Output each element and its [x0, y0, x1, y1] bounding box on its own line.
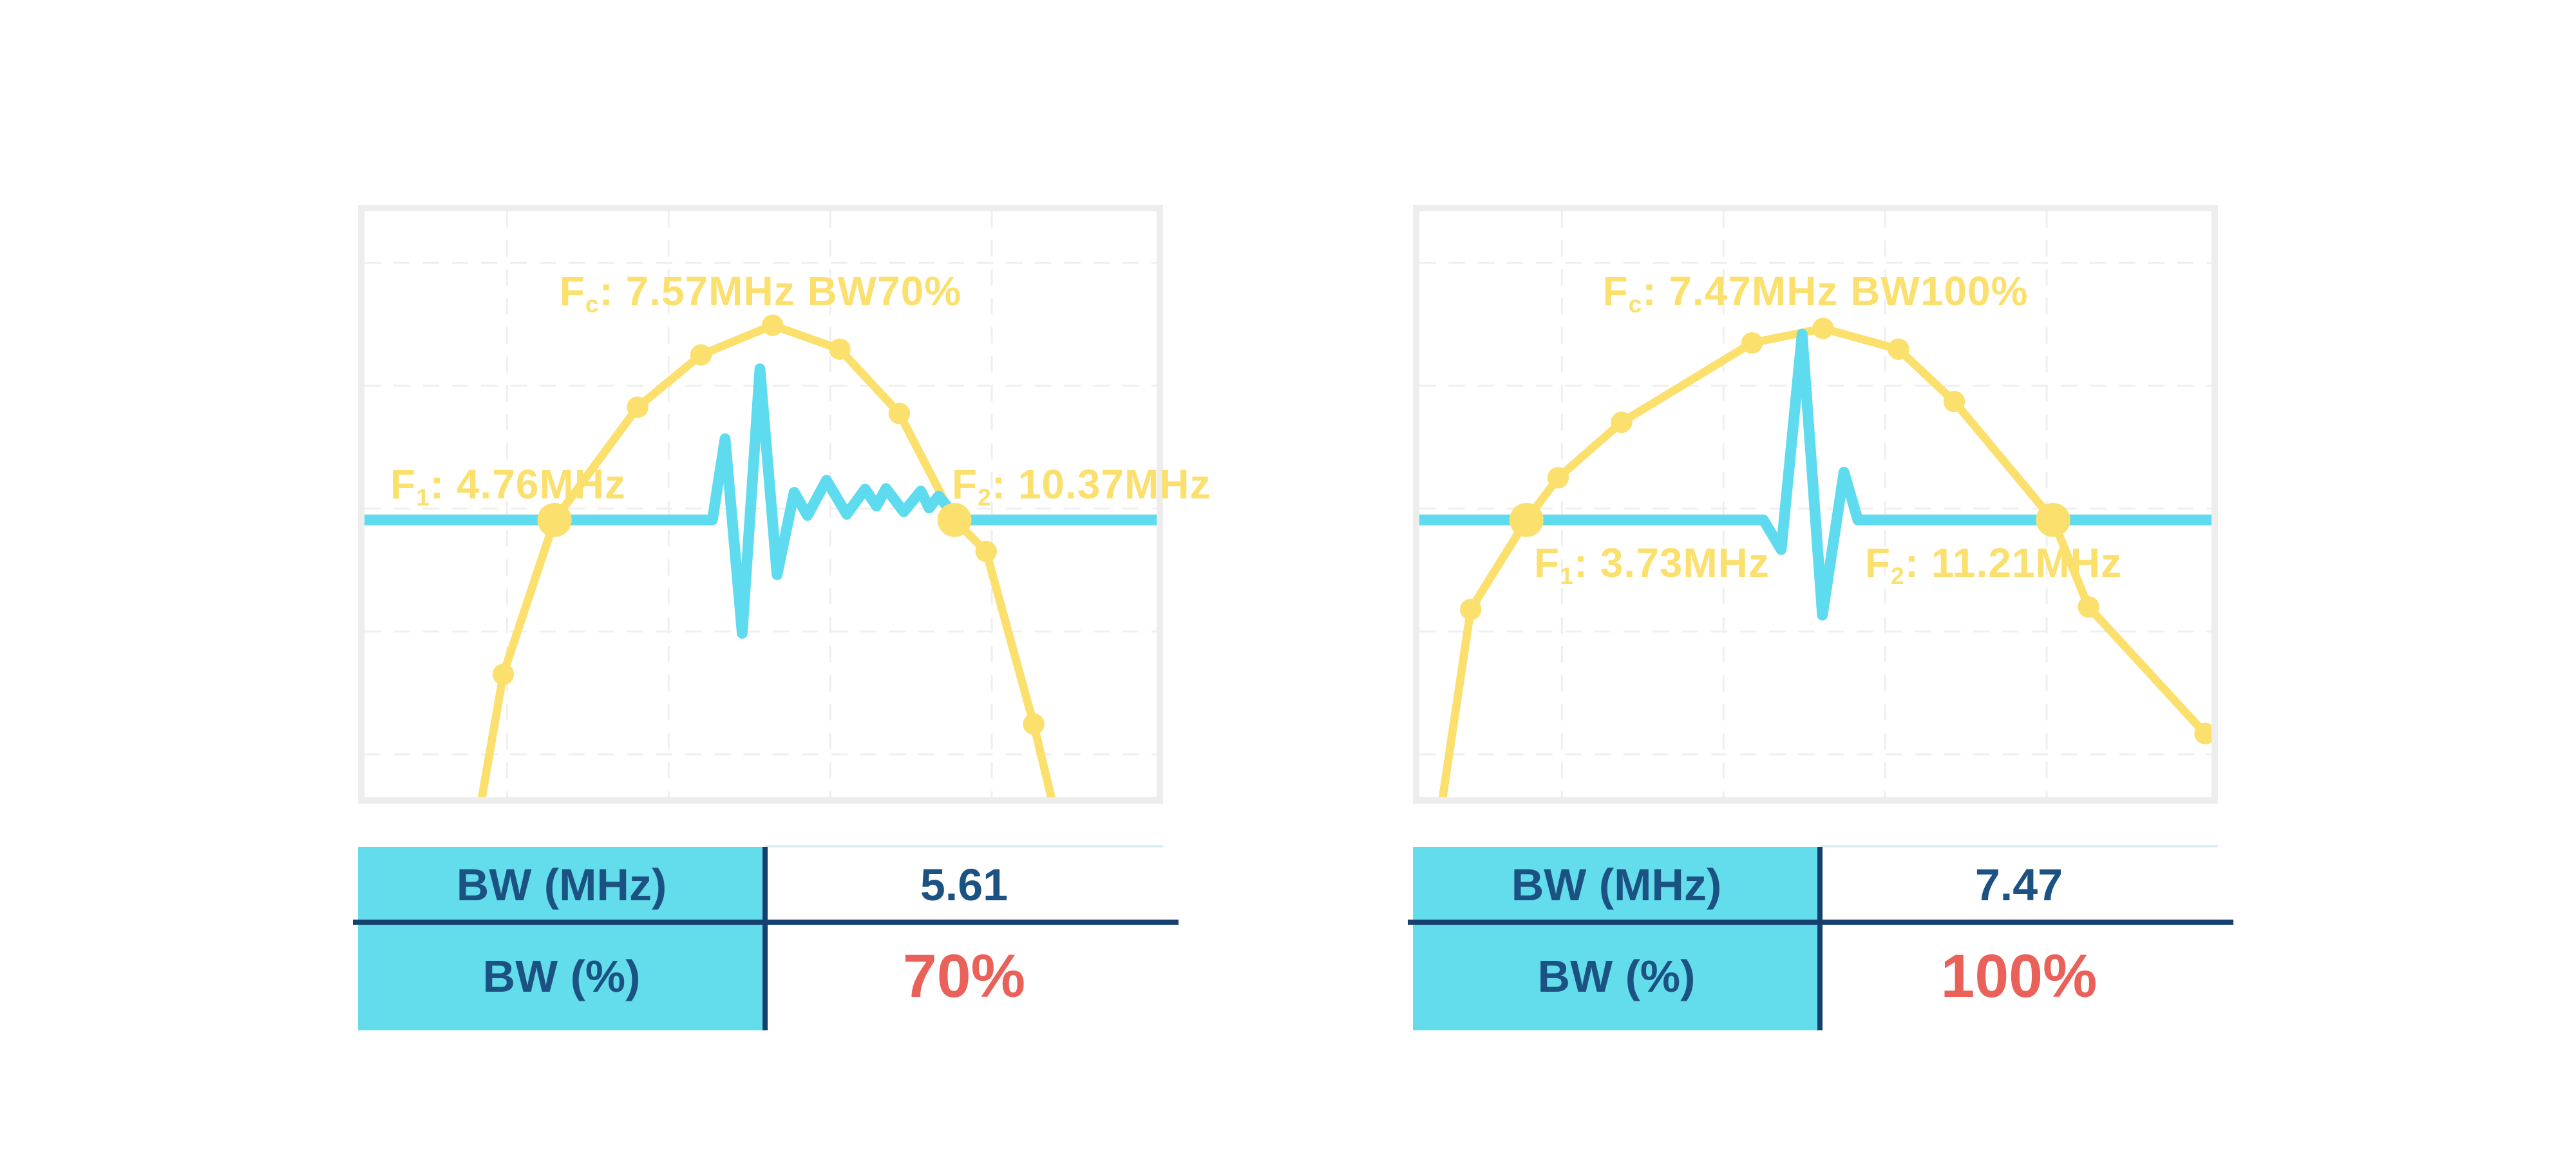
- f2-symbol: F: [952, 461, 978, 507]
- cutoff-frequency-point: [1509, 503, 1544, 537]
- table-column-divider: [1817, 847, 1823, 1030]
- cutoff-frequency-point: [2036, 503, 2070, 537]
- bw-table-bw70: BW (MHz) 5.61 BW (%) 70%: [353, 845, 1179, 1030]
- spectrum-chart-bw70: Fc: 7.57MHz BW70% F1: 4.76MHz F2: 10.37M…: [358, 205, 1211, 804]
- bw-mhz-label-cell: BW (MHz): [358, 847, 765, 922]
- spectrum-point: [1023, 713, 1045, 735]
- fc-subscript: c: [585, 290, 600, 318]
- bw-percent-label-cell: BW (%): [1413, 922, 1820, 1030]
- bw-percent-value-cell: 70%: [902, 941, 1026, 1010]
- f2-subscript: 2: [978, 484, 992, 511]
- spectrum-chart-bw100: Fc: 7.47MHz BW100% F1: 3.73MHz F2: 11.21…: [1413, 205, 2218, 804]
- fc-value-text: : 7.47MHz BW100%: [1642, 268, 2029, 314]
- chart-plot-bw70: [365, 211, 1157, 797]
- spectrum-point: [888, 402, 911, 424]
- chart-plot-bw100: [1419, 211, 2211, 797]
- spectrum-point: [492, 663, 515, 685]
- table-top-accent-line: [1820, 845, 2218, 847]
- bw-percent-value-cell: 100%: [1940, 941, 2098, 1010]
- bw-percent-label-cell: BW (%): [358, 922, 765, 1030]
- f1-annotation: F1: 4.76MHz: [390, 464, 626, 509]
- fc-symbol: F: [1602, 268, 1629, 314]
- spectrum-point: [1812, 317, 1834, 339]
- cutoff-frequency-point: [537, 503, 572, 537]
- panel-bw100: Fc: 7.47MHz BW100% F1: 3.73MHz F2: 11.21…: [1408, 0, 2233, 1154]
- fc-annotation: Fc: 7.47MHz BW100%: [1419, 270, 2211, 316]
- pulse-echo-waveform-curve: [1419, 328, 2211, 621]
- f2-annotation: F2: 10.37MHz: [952, 464, 1211, 509]
- spectrum-point: [975, 540, 998, 563]
- spectrum-point: [1459, 598, 1482, 621]
- f1-annotation: F1: 3.73MHz: [1534, 542, 1770, 588]
- transducer-spectrum-curve: [477, 321, 1056, 797]
- panel-bw70: Fc: 7.57MHz BW70% F1: 4.76MHz F2: 10.37M…: [353, 0, 1211, 1154]
- f1-subscript: 1: [416, 484, 430, 511]
- table-row: BW (%) 100%: [1413, 922, 2218, 1030]
- spectrum-point: [761, 314, 784, 336]
- f2-subscript: 2: [1891, 562, 1905, 590]
- fc-subscript: c: [1628, 290, 1643, 318]
- f1-subscript: 1: [1560, 562, 1574, 590]
- f2-value-text: : 10.37MHz: [991, 461, 1211, 507]
- f1-value-text: : 4.76MHz: [430, 461, 626, 507]
- f1-symbol: F: [1534, 540, 1560, 586]
- f1-symbol: F: [390, 461, 417, 507]
- table-row: BW (%) 70%: [358, 922, 1163, 1030]
- spectrum-point: [690, 344, 712, 366]
- spectrum-point: [1741, 332, 1763, 354]
- fc-annotation: Fc: 7.57MHz BW70%: [365, 270, 1157, 316]
- bw-mhz-value-cell: 5.61: [920, 859, 1009, 910]
- spectrum-point: [1547, 467, 1569, 489]
- table-row: BW (MHz) 7.47: [1413, 847, 2218, 922]
- fc-value-text: : 7.57MHz BW70%: [599, 268, 962, 314]
- f2-symbol: F: [1865, 540, 1891, 586]
- bw-mhz-label-cell: BW (MHz): [1413, 847, 1820, 922]
- spectrum-point: [829, 338, 851, 360]
- fc-symbol: F: [559, 268, 585, 314]
- cutoff-frequency-point: [937, 503, 972, 537]
- spectrum-point: [627, 396, 649, 418]
- spectrum-point: [1611, 411, 1633, 433]
- spectrum-point: [2194, 723, 2211, 744]
- f2-annotation: F2: 11.21MHz: [1865, 542, 2122, 588]
- spectrum-point: [1943, 390, 1965, 413]
- spectrum-point: [1888, 338, 1909, 360]
- f1-value-text: : 3.73MHz: [1573, 540, 1770, 586]
- table-top-accent-line: [765, 845, 1163, 847]
- bw-mhz-value-cell: 7.47: [1975, 859, 2063, 910]
- table-row: BW (MHz) 5.61: [358, 847, 1163, 922]
- f2-value-text: : 11.21MHz: [1904, 540, 2122, 586]
- bw-table-bw100: BW (MHz) 7.47 BW (%) 100%: [1408, 845, 2233, 1030]
- spectrum-point: [2078, 596, 2099, 618]
- table-column-divider: [762, 847, 768, 1030]
- pulse-echo-waveform-curve: [365, 363, 1157, 639]
